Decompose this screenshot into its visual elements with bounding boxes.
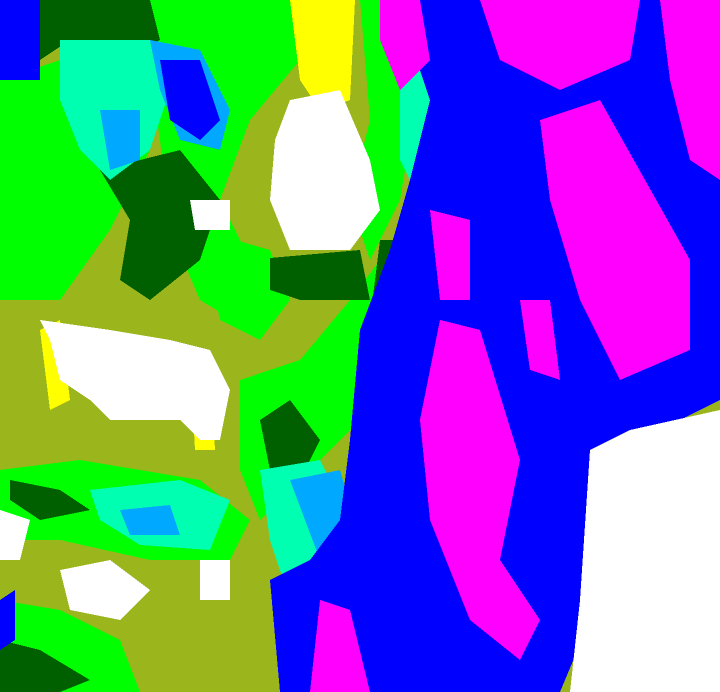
white-areas — [0, 90, 720, 692]
magenta-areas — [310, 0, 720, 692]
